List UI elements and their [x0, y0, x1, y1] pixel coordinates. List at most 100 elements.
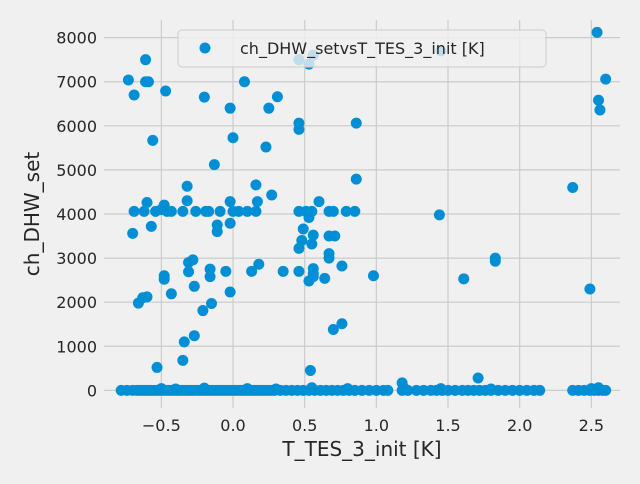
- data-point: [165, 205, 177, 217]
- data-point: [151, 361, 163, 373]
- data-point: [138, 205, 150, 217]
- y-tick-label: 7000: [56, 73, 97, 92]
- tick-labels-layer: −0.5 0.0 0.5 1.0 1.5 2.0 2.5 0 1000 2000 3000 4000 5…: [56, 29, 604, 435]
- data-point: [147, 134, 159, 146]
- data-point: [203, 205, 215, 217]
- data-point: [472, 372, 484, 384]
- y-tick-label: 4000: [56, 205, 97, 224]
- data-point: [233, 205, 245, 217]
- data-point: [165, 288, 177, 300]
- data-point: [313, 196, 325, 208]
- data-point: [293, 242, 305, 254]
- y-tick-label: 2000: [56, 293, 97, 312]
- data-point: [177, 205, 189, 217]
- data-point: [382, 384, 394, 396]
- x-tick-label: 2.5: [579, 416, 604, 435]
- data-point: [307, 229, 319, 241]
- data-point: [433, 209, 445, 221]
- data-point: [142, 76, 154, 88]
- data-point: [336, 260, 348, 272]
- data-point: [600, 73, 612, 85]
- x-tick-label: 1.0: [364, 416, 389, 435]
- x-tick-label: −0.5: [142, 416, 181, 435]
- data-point: [170, 383, 182, 395]
- data-point: [399, 383, 411, 395]
- data-point: [489, 255, 501, 267]
- y-tick-label: 0: [87, 381, 97, 400]
- data-point: [306, 382, 318, 394]
- data-point: [336, 318, 348, 330]
- data-point: [485, 383, 497, 395]
- data-point: [319, 272, 331, 284]
- data-point: [197, 305, 209, 317]
- data-point: [183, 266, 195, 278]
- data-point: [350, 117, 362, 129]
- data-point: [188, 330, 200, 342]
- y-tick-label: 1000: [56, 337, 97, 356]
- data-point: [350, 173, 362, 185]
- data-point: [204, 271, 216, 283]
- data-point: [304, 365, 316, 377]
- x-axis-title: T_TES_3_init [K]: [281, 437, 441, 461]
- data-point: [224, 286, 236, 298]
- data-point: [141, 197, 153, 209]
- data-point: [594, 104, 606, 116]
- data-point: [323, 252, 335, 264]
- y-tick-label: 3000: [56, 249, 97, 268]
- data-point: [534, 384, 546, 396]
- data-point: [158, 273, 170, 285]
- data-point: [208, 159, 220, 171]
- data-point: [241, 205, 253, 217]
- legend-label: ch_DHW_setvsT_TES_3_init [K]: [240, 39, 485, 59]
- data-point: [187, 254, 199, 266]
- data-point: [277, 265, 289, 277]
- data-point: [178, 336, 190, 348]
- data-point: [271, 91, 283, 103]
- data-point: [224, 196, 236, 208]
- data-point: [591, 26, 603, 38]
- data-point: [220, 265, 232, 277]
- data-point: [340, 205, 352, 217]
- data-point: [224, 102, 236, 114]
- data-point: [128, 205, 140, 217]
- data-point: [435, 383, 447, 395]
- data-point: [250, 205, 262, 217]
- data-point: [270, 383, 282, 395]
- points-layer: [115, 26, 612, 396]
- y-tick-label: 8000: [56, 29, 97, 48]
- data-point: [327, 205, 339, 217]
- data-point: [263, 102, 275, 114]
- data-point: [303, 212, 315, 224]
- data-point: [253, 258, 265, 270]
- data-point: [266, 189, 278, 201]
- data-point: [190, 205, 202, 217]
- data-point: [211, 219, 223, 231]
- data-point: [141, 291, 153, 303]
- x-tick-label: 1.5: [435, 416, 460, 435]
- x-tick-label: 0.0: [220, 416, 245, 435]
- data-point: [293, 123, 305, 135]
- data-point: [198, 382, 210, 394]
- data-point: [122, 74, 134, 86]
- data-point: [198, 91, 210, 103]
- data-point: [307, 263, 319, 275]
- data-point: [181, 180, 193, 192]
- data-point: [567, 182, 579, 194]
- data-point: [140, 54, 152, 66]
- legend-marker-icon: [199, 42, 211, 54]
- data-point: [260, 141, 272, 153]
- data-point: [238, 76, 250, 88]
- data-point: [251, 196, 263, 208]
- data-point: [181, 195, 193, 207]
- data-point: [127, 227, 139, 239]
- data-point: [160, 85, 172, 97]
- data-point: [593, 94, 604, 106]
- data-point: [224, 217, 236, 229]
- data-point: [293, 265, 305, 277]
- data-point: [206, 298, 217, 310]
- data-point: [250, 179, 262, 191]
- data-point: [367, 270, 379, 282]
